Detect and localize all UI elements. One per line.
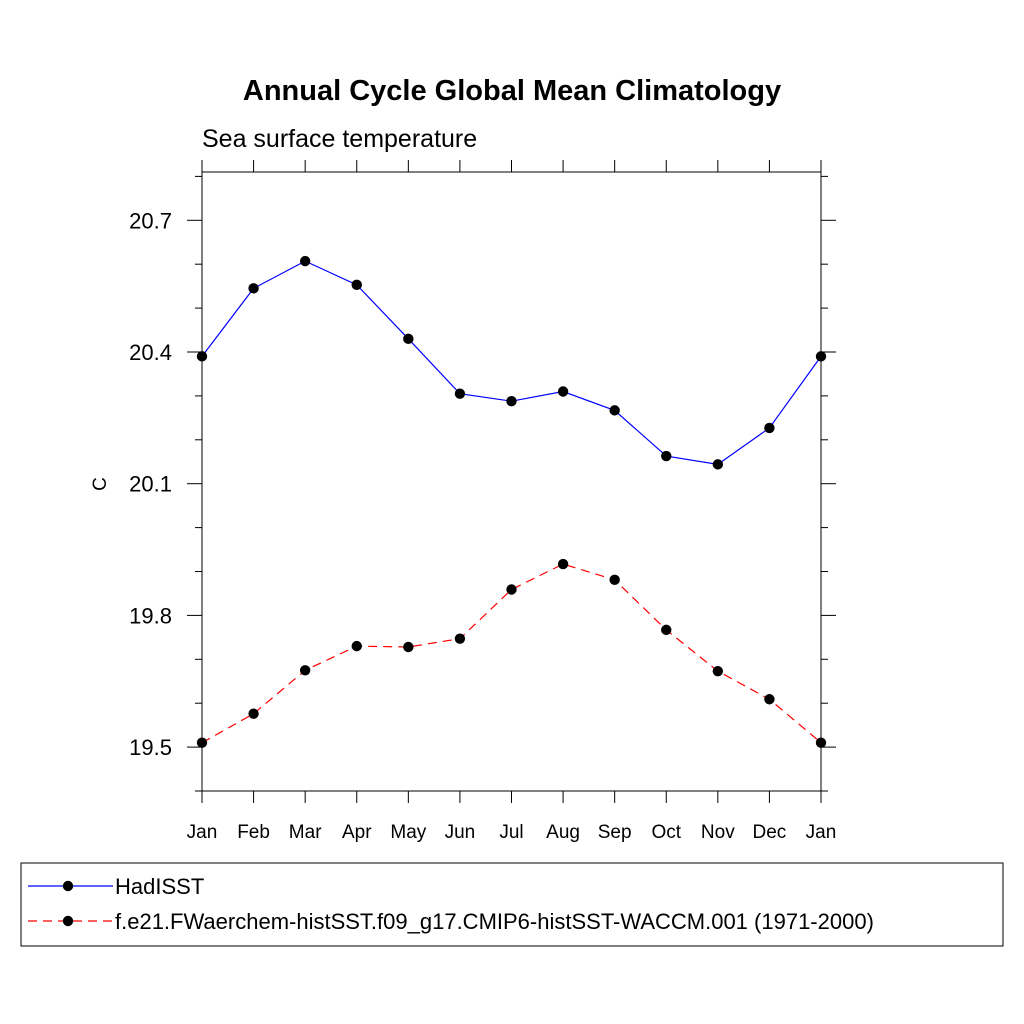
series-1-point	[712, 459, 724, 470]
x-tick-label: Jan	[187, 822, 218, 843]
legend-box	[20, 862, 1004, 947]
x-tick-label: Dec	[753, 822, 787, 843]
x-tick-label: Mar	[289, 822, 322, 843]
series-1-point	[299, 255, 311, 267]
series-line-1	[201, 260, 822, 466]
series-1-point	[764, 422, 775, 434]
series-2-point	[506, 584, 517, 595]
y-tick-label: 19.5	[129, 735, 172, 760]
series-2-point	[299, 665, 311, 676]
y-tick-label: 20.4	[129, 340, 172, 365]
legend-label-2: f.e21.FWaerchem-histSST.f09_g17.CMIP6-hi…	[115, 909, 874, 934]
series-layer	[196, 255, 827, 748]
x-tick-label: Feb	[237, 822, 270, 843]
x-tick-label: Apr	[342, 822, 372, 843]
series-1-point	[248, 283, 259, 294]
series-2-point	[712, 665, 724, 677]
y-tick-label: 20.7	[129, 208, 172, 233]
x-tick-label: Jul	[499, 822, 523, 843]
x-tick-label: Sep	[598, 822, 632, 843]
series-2-point	[557, 558, 569, 570]
x-tick-label: Oct	[651, 822, 681, 843]
y-tick-label: 19.8	[129, 603, 172, 628]
series-1-point	[557, 386, 569, 397]
legend: HadISST f.e21.FWaerchem-histSST.f09_g17.C…	[28, 874, 874, 934]
y-tick-label: 20.1	[129, 472, 172, 497]
y-axis-label: C	[90, 477, 111, 491]
series-1-point	[815, 351, 827, 362]
legend-marker-1	[62, 880, 74, 892]
series-1-point	[506, 395, 517, 407]
series-1-point	[196, 351, 208, 362]
legend-label-1: HadISST	[115, 874, 204, 899]
series-2-point	[196, 737, 208, 748]
series-2-point	[661, 624, 672, 636]
series-1-point	[403, 333, 414, 345]
series-2-point	[351, 640, 362, 652]
chart-title: Annual Cycle Global Mean Climatology	[243, 75, 781, 107]
series-2-point	[248, 708, 259, 719]
chart-subtitle: Sea surface temperature	[202, 125, 477, 153]
y-tick-labels: 19.5 19.8 20.1 20.4 20.7	[129, 208, 172, 760]
series-2-point	[454, 633, 466, 644]
series-1-point	[609, 405, 620, 416]
x-tick-label: Aug	[546, 822, 580, 843]
series-2-point	[403, 641, 414, 653]
x-tick-label: Jun	[445, 822, 476, 843]
series-1-point	[351, 279, 362, 291]
series-1-point	[454, 388, 466, 399]
x-tick-label: Jan	[806, 822, 837, 843]
x-tick-label: Nov	[701, 822, 735, 843]
legend-marker-2	[62, 915, 74, 927]
series-2-point	[815, 737, 827, 748]
series-2-point	[764, 694, 775, 705]
x-tick-label: May	[390, 822, 426, 843]
series-2-point	[609, 574, 620, 586]
x-tick-labels: Jan Feb Mar Apr May Jun Jul Aug Sep Oct Nov Dec Jan	[187, 822, 837, 843]
plot-frame	[201, 171, 822, 792]
series-1-point	[661, 450, 672, 462]
axis-ticks	[187, 160, 836, 803]
